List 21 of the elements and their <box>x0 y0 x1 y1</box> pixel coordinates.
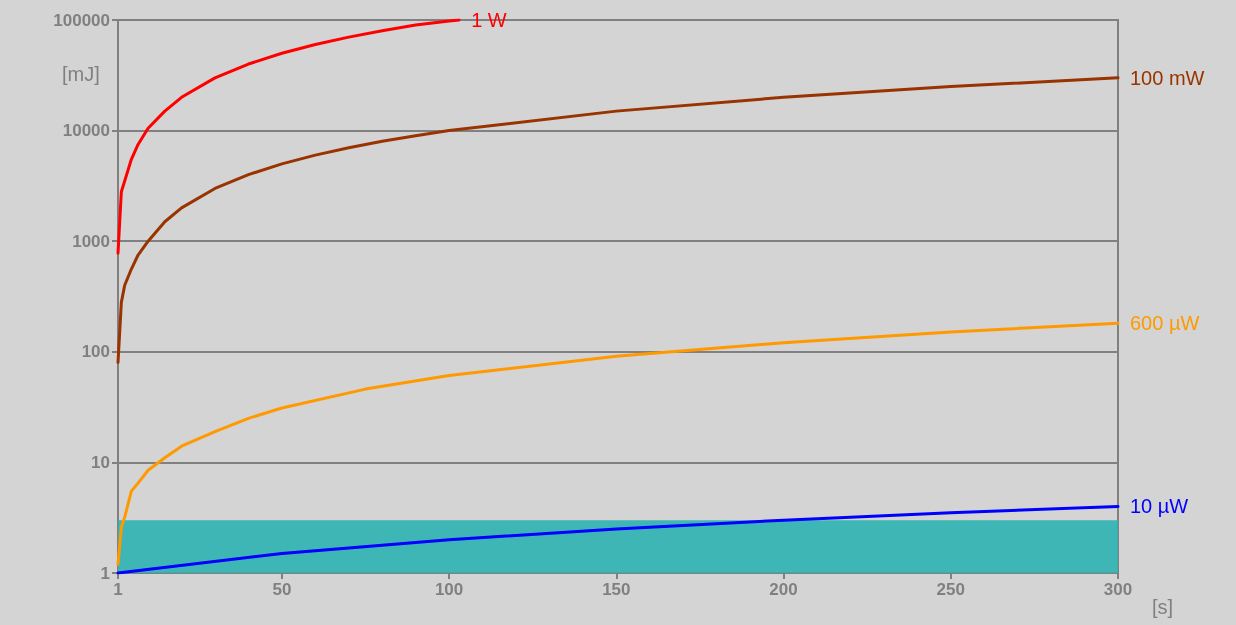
line-series <box>116 504 1120 575</box>
x-tick-label: 250 <box>936 580 965 599</box>
y-tick-label: 10 <box>91 452 110 472</box>
series-label: 1 W <box>471 9 507 31</box>
y-tick-label: 100 <box>81 342 110 362</box>
y-tick-label: 10000 <box>62 121 110 141</box>
x-tick-label: 50 <box>272 580 292 599</box>
x-tick-label: 100 <box>434 580 464 599</box>
line-series <box>116 18 461 255</box>
series-label: 100 mW <box>1130 66 1205 89</box>
y-tick-label: 100000 <box>53 10 110 30</box>
y-axis-title: [mJ] <box>62 63 100 85</box>
series-label: 10 µW <box>1130 495 1189 518</box>
x-tick-label: 150 <box>602 580 631 599</box>
x-tick-label: 300 <box>1103 580 1133 599</box>
y-tick-label: 1000 <box>72 231 110 251</box>
x-tick-label: 1 <box>113 580 123 599</box>
series-label: 600 µW <box>1130 312 1200 335</box>
x-axis-title: [s] <box>1152 596 1174 618</box>
y-tick-label: 1 <box>100 563 110 583</box>
x-tick-label: 200 <box>769 580 798 599</box>
